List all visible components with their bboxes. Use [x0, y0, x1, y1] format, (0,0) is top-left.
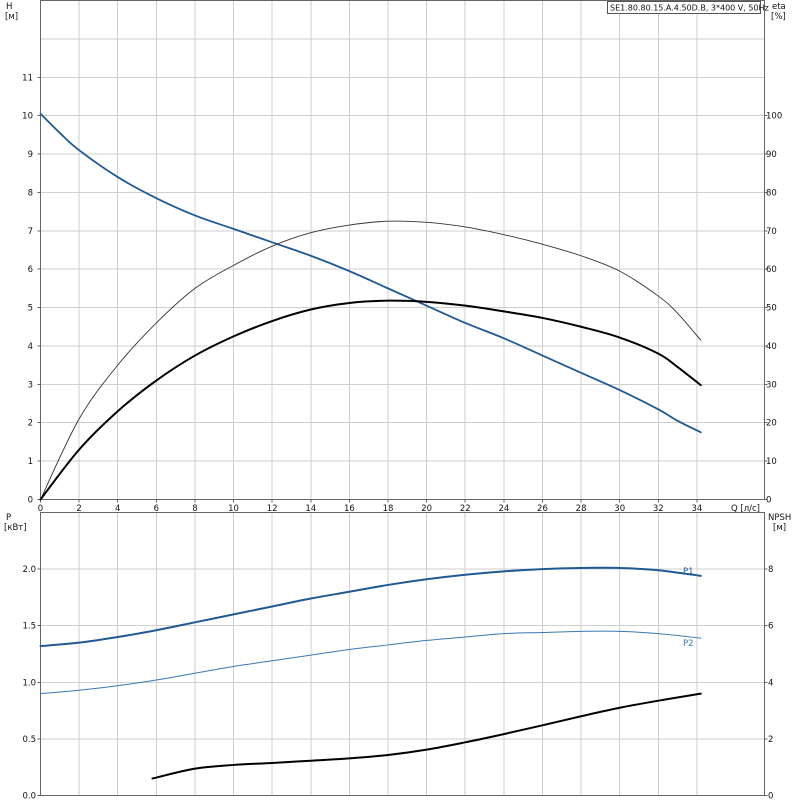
y2-tick-label: 10	[766, 457, 777, 467]
curve-eta-total	[39, 299, 702, 501]
x-tick-label: 14	[305, 504, 316, 514]
x-tick-label: 18	[383, 504, 394, 514]
top-y-axis-unit: [м]	[5, 12, 18, 22]
x-tick-label: 12	[267, 504, 278, 514]
curve-h	[39, 112, 702, 434]
top-panel-grid	[40, 0, 765, 500]
y-tick-label: 1	[28, 457, 33, 467]
y2-tick-label: 20	[766, 419, 777, 429]
y-tick-label: 9	[28, 150, 33, 160]
x-axis-title: Q [л/с]	[731, 504, 760, 514]
y2-tick-label: 2	[768, 735, 773, 745]
x-tick-label: 4	[115, 504, 120, 514]
y-tick-label: 4	[28, 342, 33, 352]
y2-tick-label: 8	[768, 565, 773, 575]
y2-tick-label: 60	[766, 265, 777, 275]
y-tick-label: 10	[22, 112, 33, 122]
model-label: SE1.80.80.15.A.4.50D.B, 3*400 V, 50Hz	[610, 4, 769, 13]
y-tick-label: 0.5	[22, 735, 36, 745]
y-tick-label: 6	[28, 265, 33, 275]
bottom-y-axis-title: P	[6, 513, 11, 523]
y-tick-label: 0.0	[22, 792, 36, 800]
y-tick-label: 11	[22, 73, 33, 83]
y-tick-label: 8	[28, 188, 33, 198]
x-tick-label: 22	[460, 504, 471, 514]
top-y-axis-title: H	[6, 2, 12, 12]
x-tick-label: 8	[192, 504, 197, 514]
y-tick-label: 0	[28, 496, 33, 506]
curve-p1	[39, 566, 702, 648]
y2-tick-label: 70	[766, 227, 777, 237]
y2-tick-label: 80	[766, 188, 777, 198]
y-tick-label: 2	[28, 419, 33, 429]
y-tick-label: 1.5	[22, 622, 36, 632]
x-tick-label: 2	[76, 504, 81, 514]
y2-tick-label: 4	[768, 678, 773, 688]
x-tick-label: 6	[154, 504, 159, 514]
x-tick-label: 0	[38, 504, 43, 514]
y-tick-label: 5	[28, 304, 33, 314]
top-plot-frame	[40, 0, 765, 500]
x-tick-label: 30	[614, 504, 625, 514]
bottom-y2-axis-unit: [м]	[773, 523, 786, 533]
y2-tick-label: 90	[766, 150, 777, 160]
x-tick-label: 24	[498, 504, 509, 514]
y2-tick-label: 0	[766, 496, 771, 506]
curve-p2	[40, 630, 702, 695]
bottom-y-axis-unit: [кВт]	[4, 523, 27, 533]
y2-tick-label: 30	[766, 380, 777, 390]
y2-tick-label: 6	[768, 622, 773, 632]
top-panel-ticks: 0 2 4 6 8 10 12 14 16 18 20 22 24 26 28 30 32 34012345678…	[22, 73, 782, 514]
x-tick-label: 26	[537, 504, 548, 514]
series-label-p2: P2	[683, 639, 694, 649]
curve-npsh	[151, 692, 702, 780]
series-label-p1: P1	[683, 567, 694, 577]
x-tick-label: 16	[344, 504, 355, 514]
top-y2-axis-title: eta	[772, 2, 786, 12]
top-y2-axis-unit: [%]	[771, 12, 786, 22]
y-tick-label: 2.0	[22, 565, 36, 575]
x-tick-label: 10	[228, 504, 239, 514]
curves	[39, 112, 702, 780]
x-tick-label: 28	[576, 504, 587, 514]
y2-tick-label: 50	[766, 304, 777, 314]
bottom-plot-frame	[40, 512, 765, 796]
y2-tick-label: 0	[768, 792, 773, 800]
y2-tick-label: 40	[766, 342, 777, 352]
x-tick-label: 34	[692, 504, 703, 514]
bottom-panel-ticks: 0.0 0.5 1.0 1.5 2.0 0 2 4 6 8	[22, 565, 773, 800]
x-tick-label: 32	[653, 504, 664, 514]
x-tick-label: 20	[421, 504, 432, 514]
model-label-box	[607, 1, 761, 14]
y-tick-label: 3	[28, 380, 33, 390]
y-tick-label: 7	[28, 227, 33, 237]
curve-eta-hydraulic	[40, 220, 702, 500]
y2-tick-label: 100	[766, 112, 782, 122]
y-tick-label: 1.0	[22, 678, 36, 688]
bottom-y2-axis-title: NPSH	[768, 513, 791, 523]
